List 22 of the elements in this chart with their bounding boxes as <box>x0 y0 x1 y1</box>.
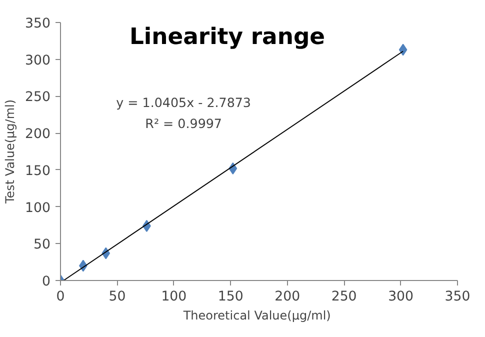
x-axis-title: Theoretical Value(μg/ml) <box>182 308 331 322</box>
y-tick-label: 100 <box>25 200 51 216</box>
x-tick-label: 250 <box>331 290 357 304</box>
y-tick-label: 50 <box>34 238 51 253</box>
x-tick-label: 300 <box>388 290 414 304</box>
y-tick-label: 0 <box>42 274 51 290</box>
chart-title: Linearity range <box>129 24 326 50</box>
x-tick-label: 350 <box>444 290 470 304</box>
y-tick-label: 250 <box>25 90 51 106</box>
y-tick-label: 300 <box>25 53 51 68</box>
x-tick-label: 0 <box>56 290 65 304</box>
point <box>398 44 408 56</box>
y-tick-label: 200 <box>25 127 51 142</box>
y-axis-title: Test Value(μg/ml) <box>3 99 18 205</box>
y-tick-label: 150 <box>25 164 51 179</box>
y-tick-label: 350 <box>25 16 51 32</box>
x-tick-label: 50 <box>108 290 126 304</box>
x-tick-label: 100 <box>161 290 187 304</box>
x-tick-label: 150 <box>218 290 244 304</box>
annotation: R² = 0.9997 <box>145 116 222 131</box>
x-tick-label: 200 <box>274 290 300 304</box>
annotation: y = 1.0405x - 2.7873 <box>116 95 251 110</box>
